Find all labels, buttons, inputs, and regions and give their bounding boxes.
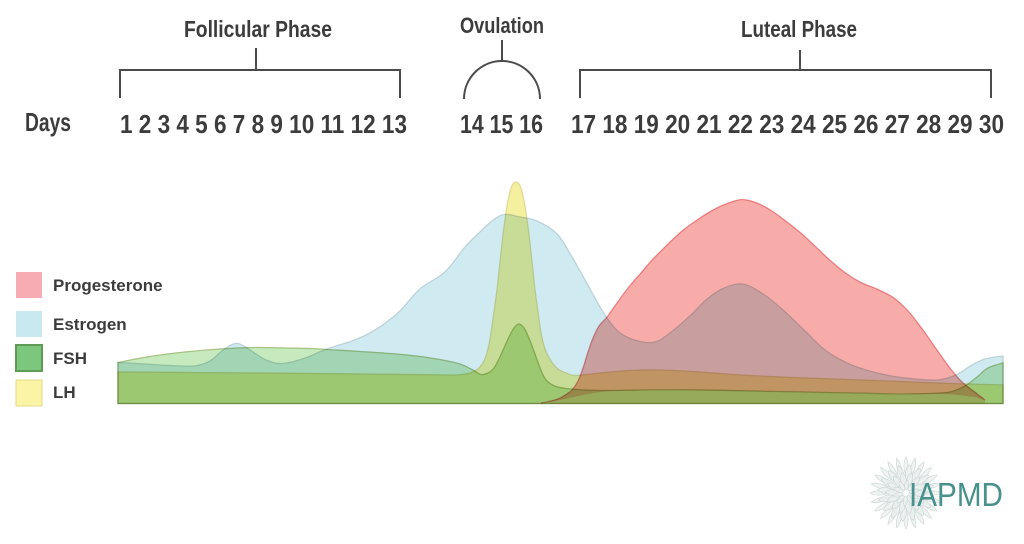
svg-text:Luteal Phase: Luteal Phase	[741, 16, 857, 42]
svg-text:Progesterone: Progesterone	[53, 276, 163, 295]
svg-text:14 15 16: 14 15 16	[460, 109, 543, 139]
svg-text:IAPMD: IAPMD	[909, 476, 1003, 513]
svg-text:LH: LH	[53, 383, 76, 402]
svg-text:Estrogen: Estrogen	[53, 315, 127, 334]
svg-text:Ovulation: Ovulation	[460, 13, 544, 38]
svg-text:FSH: FSH	[53, 349, 87, 368]
svg-text:1 2 3 4 5 6 7 8 9 10 11 12 13: 1 2 3 4 5 6 7 8 9 10 11 12 13	[120, 109, 407, 139]
svg-text:Follicular Phase: Follicular Phase	[184, 16, 332, 42]
svg-text:17 18 19 20 21 22 23 24 25 26: 17 18 19 20 21 22 23 24 25 26 27 28 29 3…	[571, 109, 1004, 139]
svg-text:Days: Days	[25, 107, 71, 137]
